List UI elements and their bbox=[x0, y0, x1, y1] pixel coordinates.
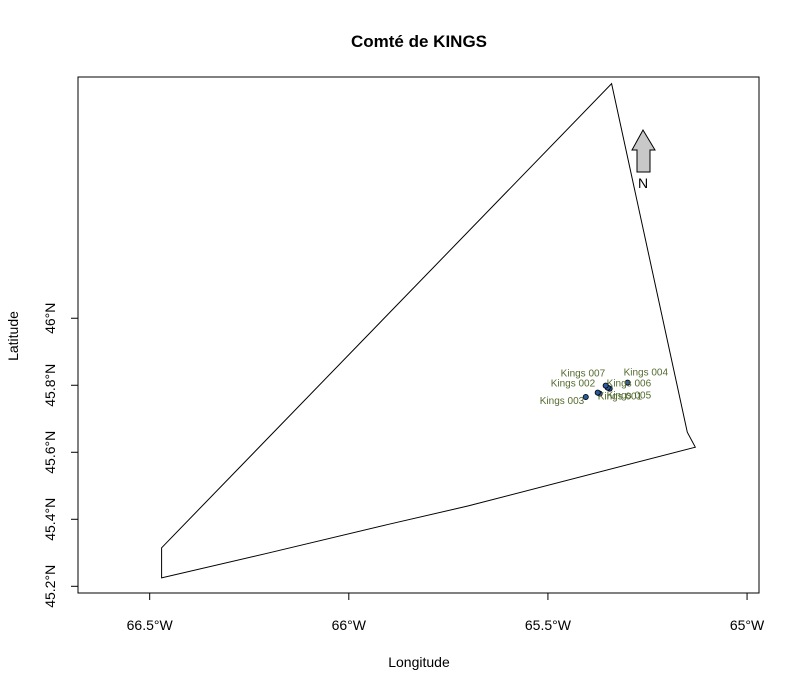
site-label: Kings 003 bbox=[540, 396, 585, 407]
county-boundary-layer bbox=[161, 82, 697, 579]
north-arrow-icon bbox=[631, 128, 656, 173]
x-axis: 66.5°W 66°W 65.5°W 65°W bbox=[127, 592, 765, 633]
y-tick-label: 45.6°N bbox=[42, 431, 58, 474]
site-marker[interactable] bbox=[594, 389, 601, 396]
site-marker[interactable] bbox=[582, 393, 589, 400]
y-axis: 45.2°N 45.4°N 45.6°N 45.8°N 46°N bbox=[42, 303, 79, 608]
plot-frame bbox=[77, 76, 760, 594]
site-label: Kings 005 bbox=[607, 391, 652, 402]
x-tick-label: 65.5°W bbox=[525, 617, 572, 633]
site-label: Kings 006 bbox=[607, 379, 652, 390]
y-tick-label: 46°N bbox=[42, 303, 58, 334]
x-axis-label: Longitude bbox=[388, 654, 450, 670]
y-tick-label: 45.2°N bbox=[42, 565, 58, 608]
site-label: Kings 002 bbox=[551, 379, 596, 390]
y-tick-label: 45.8°N bbox=[42, 364, 58, 407]
site-label: Kings 004 bbox=[624, 368, 669, 379]
x-tick-label: 65°W bbox=[730, 617, 765, 633]
north-arrow: N bbox=[631, 128, 656, 191]
site-marker[interactable] bbox=[624, 379, 631, 386]
y-tick-label: 45.4°N bbox=[42, 498, 58, 541]
x-tick-label: 66.5°W bbox=[127, 617, 174, 633]
map-title: Comté de KINGS bbox=[351, 32, 487, 51]
site-label: Kings 001 bbox=[598, 392, 643, 403]
county-boundary bbox=[161, 82, 697, 579]
site-label: Kings 007 bbox=[561, 369, 606, 380]
north-arrow-label: N bbox=[638, 175, 648, 191]
y-axis-label: Latitude bbox=[5, 311, 21, 361]
site-marker[interactable] bbox=[602, 382, 609, 389]
x-tick-label: 66°W bbox=[332, 617, 367, 633]
